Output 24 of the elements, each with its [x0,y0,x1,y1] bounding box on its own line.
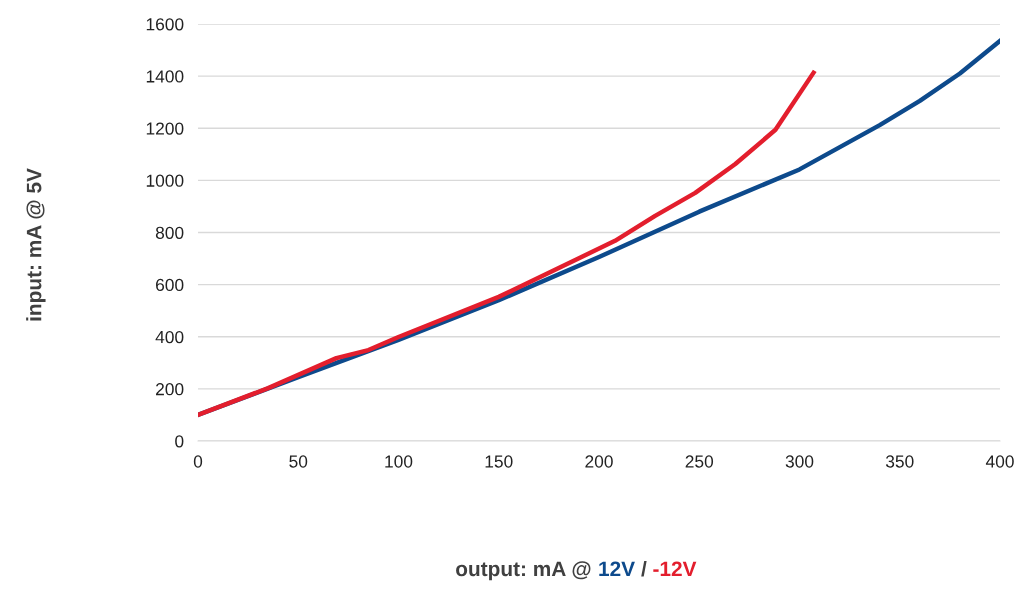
text: 12V [599,561,635,576]
y-tick-label: 1400 [146,70,184,83]
y-tick-label: 1600 [146,18,184,31]
y-tick-label: 800 [155,226,184,239]
x-tick-label: 100 [385,455,413,468]
y-tick-label: 0 [175,435,184,448]
x-tick-label: 300 [785,455,814,468]
y-tick-label: 600 [156,278,184,292]
y-tick-label: 1200 [146,122,184,135]
x-tick-label: 0 [193,455,203,468]
x-axis-title: output: mA @ [456,561,591,581]
y-tick-label: 400 [155,330,184,344]
y-tick-label: 1000 [146,174,184,187]
x-tick-label: 400 [985,455,1014,468]
x-tick-label: 50 [289,455,308,468]
x-tick-label: 250 [685,455,714,468]
line-series [198,70,816,418]
text: / [641,560,647,577]
y-tick-label: 200 [156,383,184,396]
y-axis-title: input: mA @ 5V [26,168,46,321]
x-tick-label: 150 [485,455,513,468]
x-tick-label: 350 [885,455,914,468]
text: -12V [653,561,697,576]
x-tick-label: 200 [585,455,613,468]
